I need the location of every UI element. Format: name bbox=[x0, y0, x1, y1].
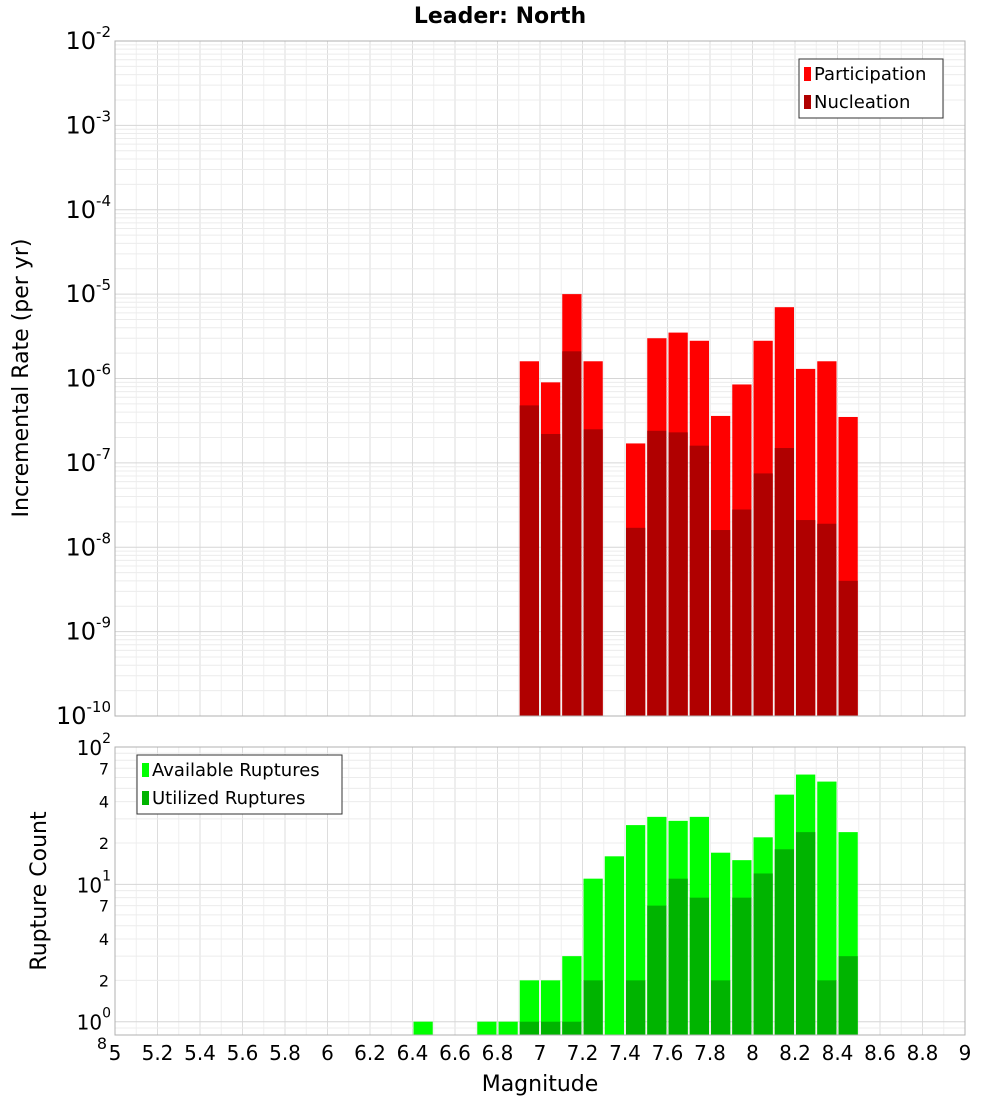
y-tick-label: 102 bbox=[77, 731, 111, 760]
x-tick-label: 8.8 bbox=[907, 1041, 939, 1065]
x-tick-label: 8.6 bbox=[864, 1041, 896, 1065]
x-tick-label: 5.2 bbox=[142, 1041, 174, 1065]
y-tick-label: 10-7 bbox=[65, 445, 111, 477]
bar-available-ruptures bbox=[541, 980, 561, 1035]
bar-nucleation bbox=[753, 473, 773, 716]
x-tick-label: 8.4 bbox=[822, 1041, 854, 1065]
y-tick-label: 10-6 bbox=[65, 361, 111, 393]
bar-available-ruptures bbox=[413, 1021, 433, 1035]
x-tick-label: 5 bbox=[109, 1041, 122, 1065]
bar-utilized-ruptures bbox=[838, 956, 858, 1035]
bar-available-ruptures bbox=[562, 956, 582, 1035]
x-tick-label: 5.4 bbox=[184, 1041, 216, 1065]
bar-nucleation bbox=[838, 580, 858, 716]
bar-nucleation bbox=[626, 527, 646, 716]
y-tick-label: 2 bbox=[99, 971, 109, 990]
x-tick-label: 7.2 bbox=[567, 1041, 599, 1065]
y-tick-label: 10-9 bbox=[65, 614, 111, 646]
bar-nucleation bbox=[774, 448, 794, 716]
y-tick-label: 10-10 bbox=[56, 698, 111, 730]
legend-swatch-available-ruptures bbox=[142, 763, 149, 777]
bar-nucleation bbox=[689, 445, 709, 716]
bar-nucleation bbox=[647, 430, 667, 716]
bar-available-ruptures bbox=[519, 980, 539, 1035]
x-axis-label: Magnitude bbox=[482, 1072, 599, 1097]
x-tick-label: 8 bbox=[746, 1041, 759, 1065]
top-y-axis-label: Incremental Rate (per yr) bbox=[9, 239, 34, 518]
panel-incremental-rate: 10-2 10-3 10-4 10-5 10-6 10-7 10-8 10-9 10-10 Par… bbox=[56, 23, 966, 730]
y-tick-label: 10-4 bbox=[65, 192, 111, 224]
y-tick-label: 7 bbox=[99, 897, 109, 916]
x-tick-label: 9 bbox=[959, 1041, 972, 1065]
x-tick-label: 7 bbox=[534, 1041, 547, 1065]
bar-nucleation bbox=[711, 530, 731, 716]
bar-nucleation bbox=[519, 405, 539, 716]
plot-frame bbox=[114, 746, 966, 1036]
x-tick-label: 6.8 bbox=[482, 1041, 514, 1065]
x-tick-label: 5.6 bbox=[227, 1041, 259, 1065]
bar-available-ruptures bbox=[477, 1021, 497, 1035]
bar-nucleation bbox=[562, 351, 582, 716]
y-tick-label: 8 bbox=[97, 1034, 107, 1053]
bar-utilized-ruptures bbox=[647, 905, 667, 1035]
bar-utilized-ruptures bbox=[711, 980, 731, 1035]
legend-label: Available Ruptures bbox=[152, 760, 320, 781]
legend: Participation Nucleation bbox=[798, 58, 944, 119]
legend-label: Nucleation bbox=[814, 92, 910, 113]
x-tick-label: 8.2 bbox=[779, 1041, 811, 1065]
bar-utilized-ruptures bbox=[689, 897, 709, 1035]
bar-nucleation bbox=[732, 509, 752, 716]
bar-utilized-ruptures bbox=[583, 980, 603, 1035]
bar-utilized-ruptures bbox=[519, 1021, 539, 1035]
bar-utilized-ruptures bbox=[753, 873, 773, 1035]
bar-nucleation bbox=[541, 433, 561, 716]
x-tick-label: 7.6 bbox=[652, 1041, 684, 1065]
y-tick-label: 7 bbox=[99, 759, 109, 778]
y-tick-label: 10-5 bbox=[65, 276, 111, 308]
x-tick-label: 6 bbox=[321, 1041, 334, 1065]
legend-label: Participation bbox=[814, 64, 926, 85]
legend-box bbox=[136, 754, 343, 815]
bar-nucleation bbox=[796, 520, 816, 716]
y-tick-label: 4 bbox=[99, 930, 109, 949]
x-tick-label: 7.4 bbox=[609, 1041, 641, 1065]
bottom-y-axis-label: Rupture Count bbox=[27, 811, 52, 971]
bar-available-ruptures bbox=[817, 781, 837, 1035]
y-tick-label: 100 bbox=[77, 1006, 111, 1035]
bar-nucleation bbox=[668, 432, 688, 716]
x-tick-label: 7.8 bbox=[694, 1041, 726, 1065]
chart-title: Leader: North bbox=[414, 4, 586, 29]
y-tick-label: 4 bbox=[99, 793, 109, 812]
bar-utilized-ruptures bbox=[562, 1021, 582, 1035]
bar-utilized-ruptures bbox=[626, 980, 646, 1035]
bar-utilized-ruptures bbox=[774, 849, 794, 1035]
x-tick-label: 6.6 bbox=[439, 1041, 471, 1065]
bar-utilized-ruptures bbox=[732, 897, 752, 1035]
bar-available-ruptures bbox=[498, 1021, 518, 1035]
y-tick-label: 10-3 bbox=[65, 107, 111, 139]
legend: Available Ruptures Utilized Ruptures bbox=[136, 754, 343, 815]
bar-utilized-ruptures bbox=[796, 832, 816, 1035]
y-tick-label: 10-8 bbox=[65, 529, 111, 561]
y-tick-label: 2 bbox=[99, 834, 109, 853]
x-tick-label: 6.2 bbox=[354, 1041, 386, 1065]
bar-nucleation bbox=[583, 429, 603, 716]
legend-box bbox=[798, 58, 944, 119]
legend-label: Utilized Ruptures bbox=[152, 788, 305, 809]
x-tick-label: 6.4 bbox=[397, 1041, 429, 1065]
bar-utilized-ruptures bbox=[668, 878, 688, 1035]
legend-swatch-utilized-ruptures bbox=[142, 791, 149, 805]
bar-nucleation bbox=[817, 523, 837, 716]
x-tick-label: 5.8 bbox=[269, 1041, 301, 1065]
y-tick-label: 10-2 bbox=[65, 23, 111, 55]
legend-swatch-nucleation bbox=[804, 95, 811, 109]
legend-swatch-participation bbox=[804, 67, 811, 81]
y-tick-label: 101 bbox=[77, 868, 111, 897]
bar-utilized-ruptures bbox=[817, 980, 837, 1035]
bar-available-ruptures bbox=[604, 856, 624, 1035]
bar-utilized-ruptures bbox=[541, 1021, 561, 1035]
plot-frame bbox=[114, 40, 966, 717]
